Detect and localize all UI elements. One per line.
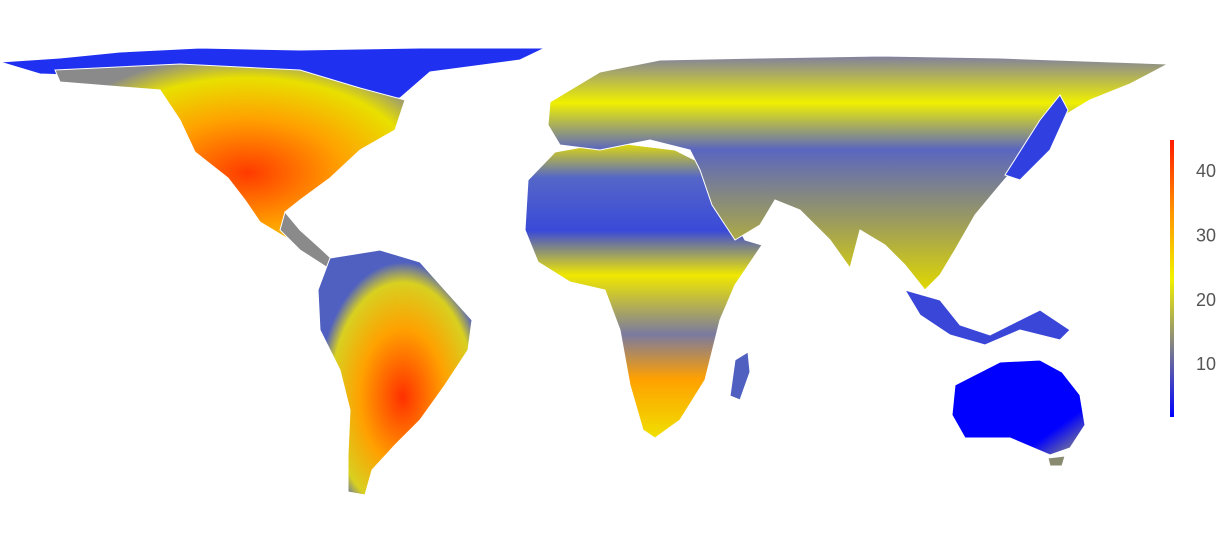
colorbar-scale	[1170, 140, 1174, 417]
madagascar	[729, 351, 751, 401]
eurasia	[547, 55, 1170, 291]
north-america	[54, 63, 406, 263]
colorbar-tick-label: 30	[1196, 225, 1216, 245]
land	[0, 47, 1170, 496]
japan	[1004, 94, 1069, 181]
colorbar: 10 20 30 40	[1170, 140, 1216, 417]
colorbar-tick-label: 10	[1196, 354, 1216, 374]
colorbar-tick-label: 20	[1196, 290, 1216, 310]
africa	[524, 141, 763, 439]
australia	[951, 359, 1086, 456]
indonesia	[903, 289, 1071, 346]
tasmania	[1047, 455, 1066, 467]
central-america	[279, 210, 336, 269]
south-america	[317, 249, 473, 496]
colorbar-tick-label: 40	[1196, 161, 1216, 181]
